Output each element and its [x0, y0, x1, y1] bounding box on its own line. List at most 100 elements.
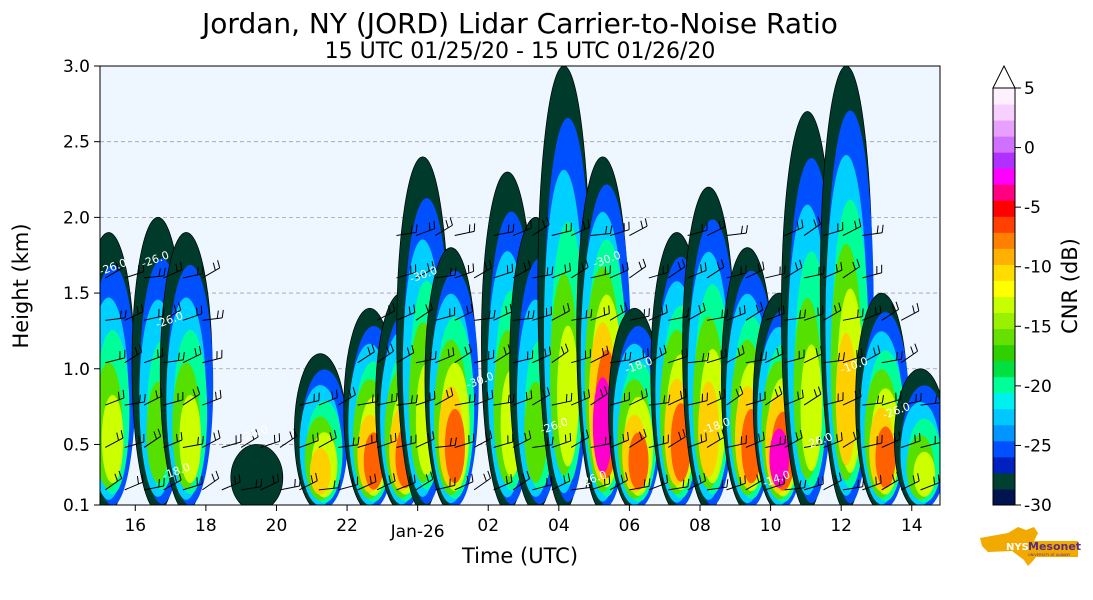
wind-barb-36 [221, 474, 241, 491]
wind-barb-152 [648, 474, 668, 491]
wind-barb-53 [357, 473, 377, 491]
wind-barb-183 [726, 265, 747, 279]
wind-barb-20 [163, 391, 184, 406]
x-tick-label-9: 10 [760, 516, 782, 536]
wind-barb-197 [784, 479, 807, 491]
wind-barb-132 [590, 435, 612, 448]
wind-barb-3 [105, 349, 126, 364]
wind-barb-174 [706, 348, 727, 364]
wind-barb-131 [590, 475, 611, 491]
wind-barb-162 [668, 308, 689, 321]
colorbar-swatch-21 [993, 152, 1015, 169]
wind-barb-247 [939, 404, 940, 406]
colorbar-swatch-8 [993, 360, 1015, 378]
colorbar-tick-label-7: -30 [1024, 496, 1052, 516]
colorbar-swatch-9 [993, 344, 1015, 362]
wind-barb-134 [590, 345, 609, 364]
wind-barb-172 [706, 429, 725, 448]
wind-barb-67 [396, 264, 417, 279]
wind-barb-160 [668, 388, 687, 406]
wind-barb-214 [823, 352, 845, 364]
wind-barb-223 [842, 259, 860, 279]
wind-barb-70 [415, 431, 435, 448]
wind-barb-44 [299, 472, 318, 491]
wind-barb-187 [745, 391, 766, 406]
wind-barb-10 [124, 303, 144, 321]
wind-barb-196 [765, 265, 786, 279]
nys-mesonet-logo: NYS Mesonet UNIVERSITY AT ALBANY [980, 527, 1081, 566]
wind-barb-113 [532, 346, 552, 364]
wind-barb-151 [629, 218, 648, 236]
plume-20-level-7 [875, 426, 896, 489]
wind-barb-28 [182, 305, 203, 321]
wind-barb-105 [512, 390, 533, 406]
wind-barb-140 [609, 391, 630, 406]
wind-barb-143 [609, 261, 629, 279]
wind-barb-92 [473, 389, 494, 406]
wind-barb-208 [803, 305, 824, 321]
wind-barb-48 [318, 429, 337, 448]
x-tick-label-1: 18 [195, 516, 217, 536]
wind-barb-234 [881, 391, 902, 406]
colorbar-swatch-20 [993, 168, 1015, 185]
wind-barb-168 [687, 302, 706, 321]
logo-nys-text: NYS [1006, 542, 1029, 553]
wind-barb-5 [105, 260, 124, 279]
colorbar-swatch-11 [993, 312, 1015, 330]
plume-3-level-0 [230, 444, 284, 505]
wind-barb-68 [396, 224, 418, 237]
wind-barb-161 [668, 348, 688, 364]
wind-barb-239 [901, 392, 922, 406]
wind-barb-236 [881, 301, 900, 321]
wind-barb-154 [648, 394, 671, 406]
plume-2-level-5 [179, 394, 202, 484]
wind-barb-73 [415, 301, 433, 321]
wind-barb-153 [648, 434, 669, 448]
wind-barb-244 [920, 395, 940, 406]
wind-barb-101 [493, 263, 514, 279]
wind-barb-139 [609, 431, 630, 448]
wind-barb-125 [570, 429, 589, 448]
colorbar-swatch-18 [993, 200, 1015, 217]
wind-barb-98 [493, 393, 515, 406]
plume-8-level-7 [444, 408, 466, 484]
colorbar: 5 0 -5 -10 -15 -20 -25 -30 [992, 64, 1052, 516]
wind-barb-91 [473, 430, 493, 448]
colorbar-swatch-5 [993, 408, 1015, 426]
wind-barb-173 [706, 388, 726, 406]
plume-4 [294, 353, 348, 505]
wind-barb-158 [668, 478, 690, 491]
wind-barb-50 [338, 476, 359, 491]
y-tick-label-4: 2.0 [63, 208, 90, 228]
plume-18 [781, 111, 835, 505]
wind-barb-112 [532, 386, 550, 406]
wind-barb-231 [862, 224, 884, 237]
x-axis-label: Time (UTC) [461, 544, 578, 568]
y-tick-label-2: 1.0 [63, 360, 90, 380]
wind-barb-130 [570, 219, 590, 236]
wind-barb-193 [765, 386, 783, 406]
plume-13 [608, 307, 663, 505]
logo-mesonet-text: Mesonet [1028, 540, 1081, 553]
colorbar-tick-label-0: 5 [1024, 79, 1035, 99]
wind-barb-178 [726, 475, 746, 491]
wind-barb-54 [357, 433, 378, 448]
wind-barb-155 [648, 344, 667, 364]
wind-barb-181 [726, 345, 745, 364]
wind-barb-209 [804, 265, 825, 279]
wind-barb-191 [765, 475, 785, 491]
plume-21-level-5 [913, 451, 936, 497]
wind-barb-179 [726, 435, 747, 448]
wind-barb-58 [376, 432, 397, 448]
wind-barb-180 [726, 385, 744, 406]
wind-barb-135 [590, 305, 610, 321]
wind-barb-71 [415, 390, 436, 406]
wind-barb-202 [784, 259, 803, 279]
wind-barb-37 [221, 433, 242, 448]
wind-barb-16 [144, 307, 165, 321]
wind-barb-103 [512, 470, 530, 491]
wind-barb-219 [842, 429, 861, 448]
wind-barb-141 [609, 351, 632, 364]
wind-barb-228 [862, 345, 881, 364]
